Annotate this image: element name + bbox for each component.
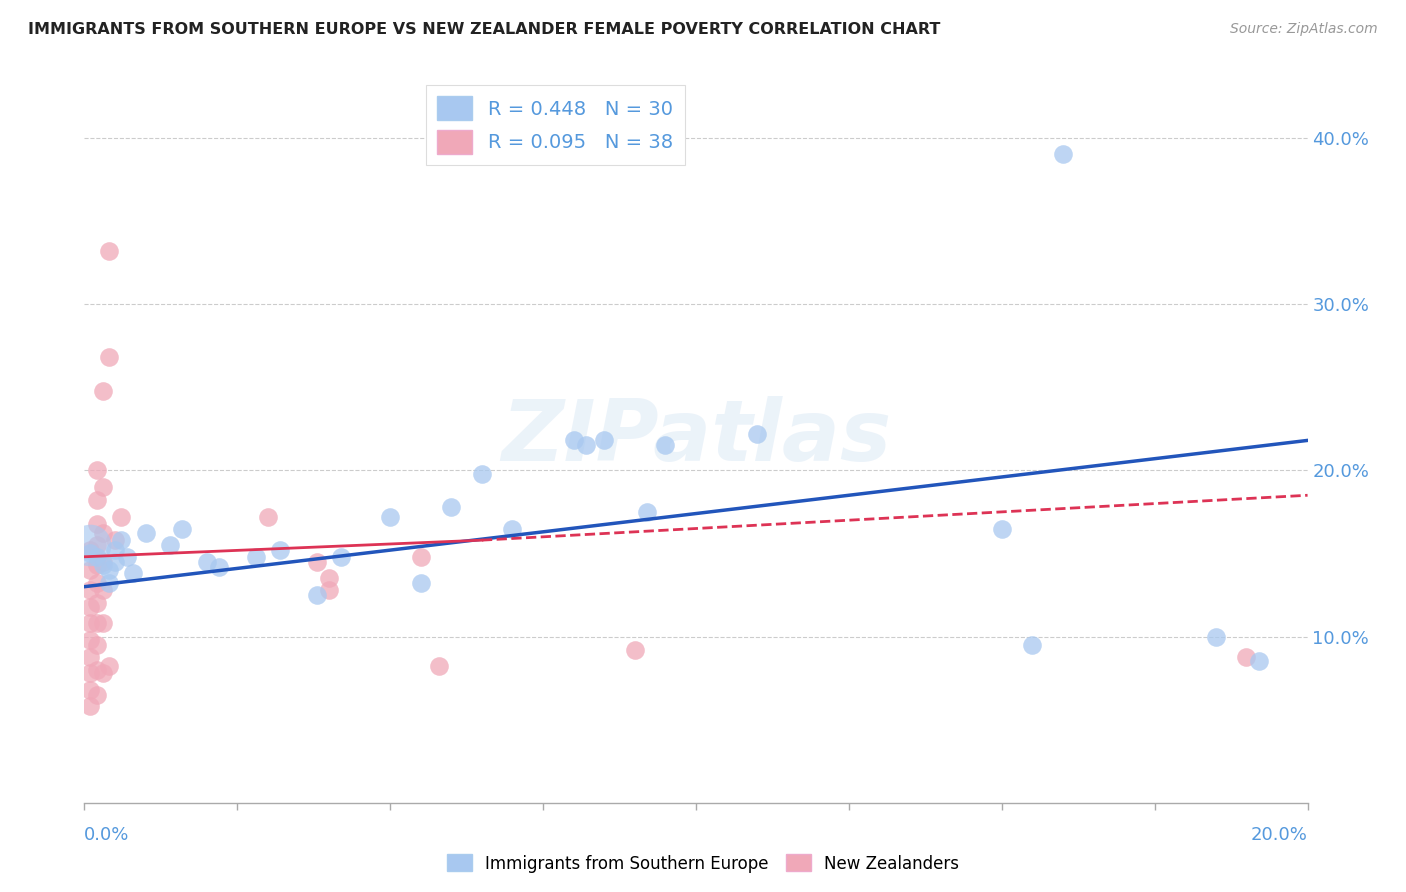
Point — [79, 682, 101, 697]
Point — [305, 555, 328, 569]
Point — [427, 659, 450, 673]
Point — [79, 543, 101, 558]
Point — [110, 509, 132, 524]
Point — [1236, 649, 1258, 664]
Point — [91, 666, 114, 681]
Point — [575, 438, 598, 452]
Point — [172, 521, 194, 535]
Point — [104, 543, 127, 558]
Point — [86, 493, 108, 508]
Point — [269, 543, 291, 558]
Point — [79, 699, 101, 714]
Point — [91, 616, 114, 631]
Point — [79, 616, 101, 631]
Legend: Immigrants from Southern Europe, New Zealanders: Immigrants from Southern Europe, New Zea… — [440, 847, 966, 880]
Text: 20.0%: 20.0% — [1251, 826, 1308, 844]
Point — [440, 500, 463, 514]
Point — [135, 526, 157, 541]
Point — [91, 555, 114, 569]
Y-axis label: Female Poverty: Female Poverty — [0, 373, 8, 501]
Point — [110, 533, 132, 548]
Point — [318, 582, 340, 597]
Point — [471, 467, 494, 481]
Point — [122, 566, 145, 581]
Point — [86, 688, 108, 702]
Point — [86, 638, 108, 652]
Point — [305, 588, 328, 602]
Point — [245, 549, 267, 564]
Point — [79, 666, 101, 681]
Point — [86, 576, 108, 591]
Point — [79, 538, 101, 552]
Point — [380, 509, 402, 524]
Point — [97, 563, 120, 577]
Point — [991, 521, 1014, 535]
Point — [318, 571, 340, 585]
Point — [97, 244, 120, 258]
Point — [1247, 655, 1270, 669]
Point — [208, 559, 231, 574]
Point — [86, 596, 108, 610]
Point — [86, 549, 108, 564]
Text: ZIPatlas: ZIPatlas — [501, 395, 891, 479]
Point — [257, 509, 280, 524]
Point — [86, 516, 108, 531]
Point — [195, 555, 218, 569]
Point — [79, 546, 101, 560]
Point — [159, 538, 181, 552]
Point — [593, 434, 616, 448]
Point — [562, 434, 585, 448]
Point — [1021, 638, 1043, 652]
Point — [636, 505, 658, 519]
Point — [91, 526, 114, 541]
Point — [79, 649, 101, 664]
Point — [97, 351, 120, 365]
Text: Source: ZipAtlas.com: Source: ZipAtlas.com — [1230, 22, 1378, 37]
Point — [654, 438, 676, 452]
Point — [79, 632, 101, 647]
Point — [747, 426, 769, 441]
Point — [115, 549, 138, 564]
Point — [86, 538, 108, 552]
Point — [86, 558, 108, 573]
Point — [86, 663, 108, 677]
Point — [330, 549, 353, 564]
Point — [91, 480, 114, 494]
Point — [502, 521, 524, 535]
Point — [97, 659, 120, 673]
Point — [409, 576, 432, 591]
Point — [624, 643, 647, 657]
Point — [91, 582, 114, 597]
Point — [86, 463, 108, 477]
Point — [97, 576, 120, 591]
Point — [79, 599, 101, 614]
Point — [79, 582, 101, 597]
Point — [79, 563, 101, 577]
Point — [1052, 147, 1074, 161]
Point — [1205, 630, 1227, 644]
Point — [86, 616, 108, 631]
Point — [104, 533, 127, 548]
Point — [104, 555, 127, 569]
Text: IMMIGRANTS FROM SOUTHERN EUROPE VS NEW ZEALANDER FEMALE POVERTY CORRELATION CHAR: IMMIGRANTS FROM SOUTHERN EUROPE VS NEW Z… — [28, 22, 941, 37]
Point — [409, 549, 432, 564]
Legend: R = 0.448   N = 30, R = 0.095   N = 38: R = 0.448 N = 30, R = 0.095 N = 38 — [426, 85, 685, 165]
Text: 0.0%: 0.0% — [84, 826, 129, 844]
Point — [91, 558, 114, 573]
Point — [91, 384, 114, 398]
